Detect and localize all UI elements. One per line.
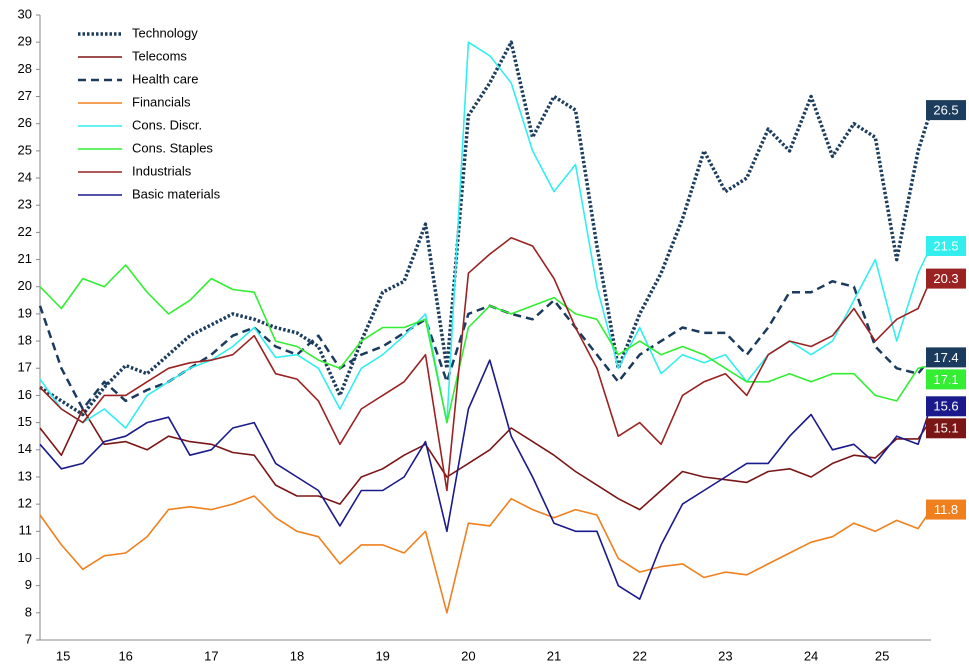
end-label-box [926,396,966,417]
end-label: 17.4 [926,347,966,368]
y-tick-label: 9 [25,577,32,592]
x-tick-label: 20 [461,648,475,663]
y-tick-label: 8 [25,604,32,619]
end-label: 26.5 [926,100,966,121]
y-tick-label: 18 [18,333,32,348]
y-tick-label: 27 [18,88,32,103]
y-tick-label: 28 [18,61,32,76]
legend-label: Industrials [132,163,192,178]
series-line [39,264,932,424]
y-tick-label: 12 [18,496,32,511]
y-tick-label: 16 [18,387,32,402]
y-tick-label: 22 [18,224,32,239]
legend-label: Technology [132,25,198,40]
legend-label: Cons. Discr. [132,117,202,132]
x-tick-label: 23 [718,648,732,663]
end-label-text: 11.8 [934,502,958,517]
y-tick-label: 20 [18,278,32,293]
end-label-box [926,347,966,368]
y-tick-label: 11 [19,523,33,538]
y-tick-label: 24 [18,169,32,184]
end-label-text: 17.1 [933,372,958,387]
end-label-text: 26.5 [933,103,958,118]
legend-label: Basic materials [132,186,221,201]
end-label-text: 17.4 [933,350,958,365]
end-label-box [926,499,966,520]
series-line [39,495,932,614]
x-tick-label: 18 [290,648,304,663]
end-label: 21.5 [926,235,966,256]
end-label-text: 21.5 [933,238,958,253]
y-tick-label: 15 [18,414,32,429]
x-tick-label: 24 [804,648,818,663]
legend-label: Cons. Staples [132,140,213,155]
y-tick-label: 19 [18,305,32,320]
y-tick-label: 7 [25,631,32,646]
y-tick-label: 23 [18,197,32,212]
end-label: 15.1 [926,418,966,439]
x-tick-label: 22 [632,648,646,663]
end-label: 11.8 [926,499,966,520]
series-line [39,408,932,511]
x-tick-label: 21 [547,648,561,663]
end-label: 15.6 [926,396,966,417]
end-label-box [926,418,966,439]
legend-label: Financials [132,94,191,109]
end-label-box [926,100,966,121]
y-tick-label: 13 [18,468,32,483]
legend-label: Telecoms [132,48,187,63]
y-tick-label: 21 [18,251,32,266]
series-line [39,237,932,492]
end-label-text: 20.3 [933,271,958,286]
legend-label: Health care [132,71,198,86]
end-label: 20.3 [926,268,966,289]
y-tick-label: 10 [18,550,32,565]
end-label-text: 15.1 [933,421,958,436]
y-tick-label: 14 [18,441,32,456]
y-tick-label: 25 [18,142,32,157]
end-label: 17.1 [926,369,966,390]
end-label-box [926,268,966,289]
y-tick-label: 26 [18,115,32,130]
series-line [39,359,932,600]
x-tick-label: 16 [118,648,132,663]
x-tick-label: 25 [875,648,889,663]
y-tick-label: 29 [18,34,32,49]
end-label-box [926,235,966,256]
end-label-box [926,369,966,390]
x-tick-label: 19 [375,648,389,663]
legend: Technology Telecoms Health care Financials C… [78,25,221,201]
x-tick-label: 15 [56,648,70,663]
end-label-text: 15.6 [933,399,958,414]
y-tick-label: 30 [18,6,32,21]
series-line [39,40,933,417]
y-tick-label: 17 [18,360,32,375]
x-tick-label: 17 [204,648,218,663]
